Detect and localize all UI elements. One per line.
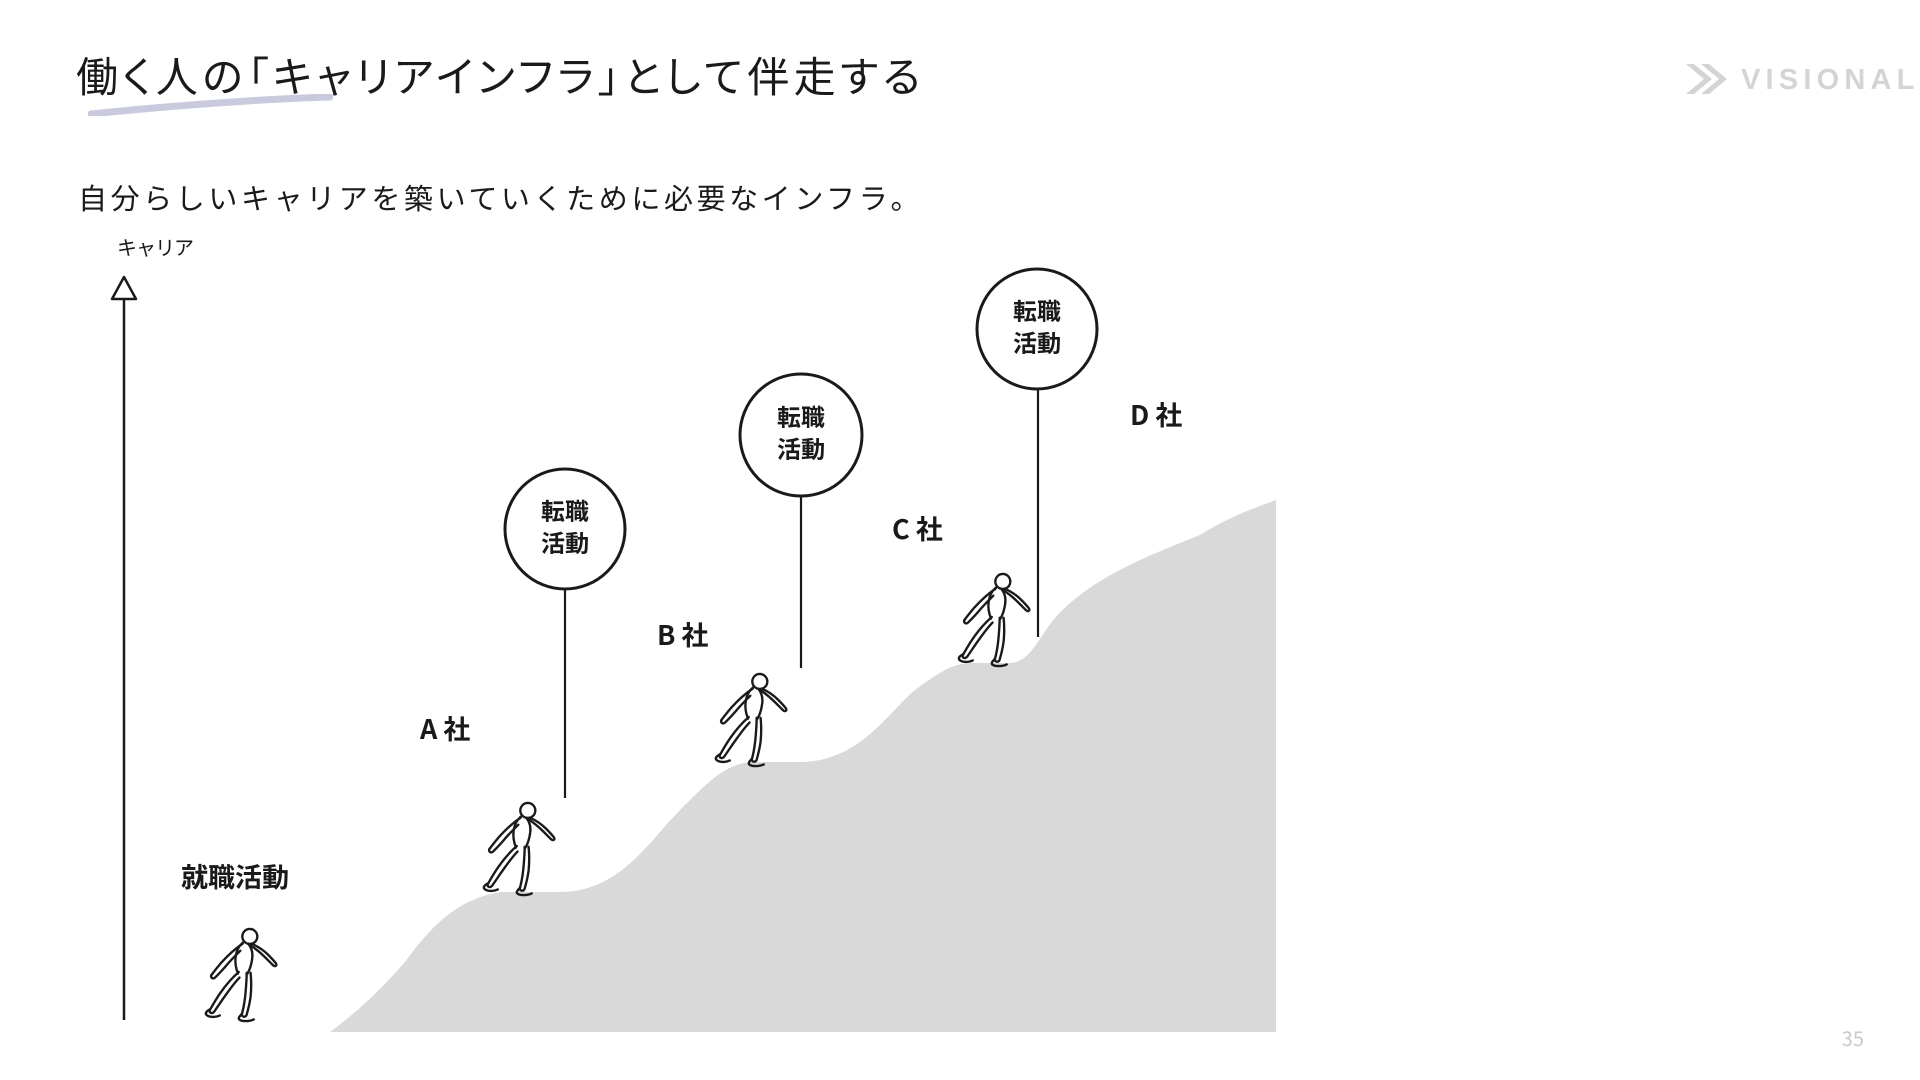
svg-text:活動: 活動 (541, 524, 589, 559)
svg-text:D 社: D 社 (1130, 394, 1182, 433)
svg-text:C 社: C 社 (892, 508, 943, 547)
svg-text:転職: 転職 (1013, 292, 1061, 327)
svg-text:転職: 転職 (541, 492, 589, 527)
svg-text:転職: 転職 (777, 398, 825, 433)
svg-text:活動: 活動 (1013, 324, 1061, 359)
svg-text:就職活動: 就職活動 (181, 856, 289, 895)
svg-text:A 社: A 社 (419, 708, 470, 747)
svg-text:キャリア: キャリア (117, 232, 193, 261)
svg-text:活動: 活動 (777, 430, 825, 465)
svg-text:B 社: B 社 (657, 614, 709, 653)
